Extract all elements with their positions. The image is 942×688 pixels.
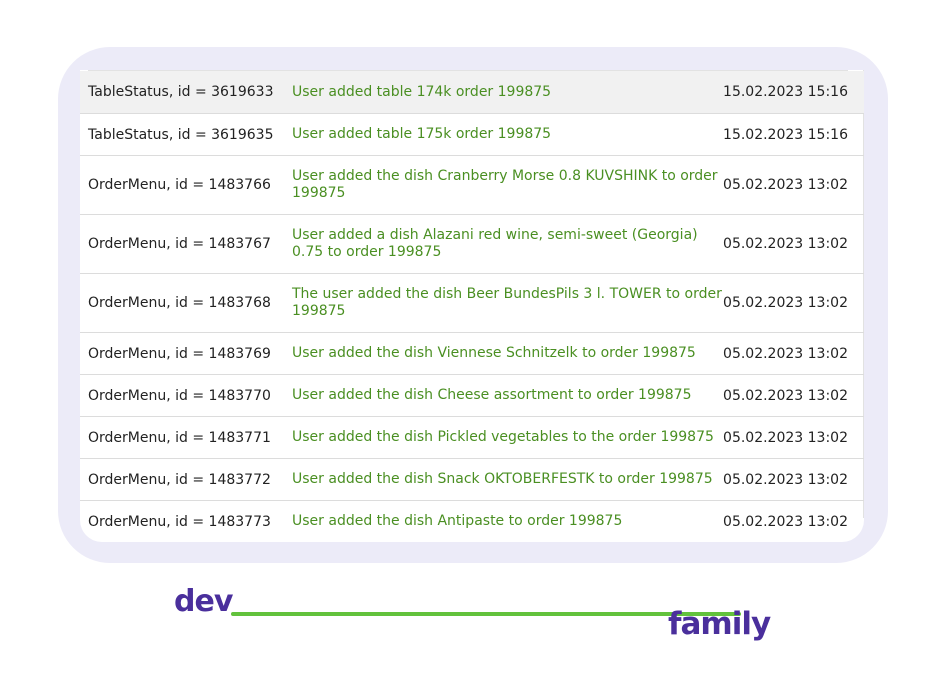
message-cell: User added table 175k order 199875 [292, 126, 552, 142]
table-row[interactable]: OrderMenu, id = 1483766 User added the d… [80, 156, 864, 215]
message-cell: User added the dish Antipaste to order 1… [292, 513, 623, 529]
table-row[interactable]: OrderMenu, id = 1483771 User added the d… [80, 417, 864, 459]
date-cell: 05.02.2023 13:02 [723, 471, 848, 488]
date-cell: 05.02.2023 13:02 [723, 295, 848, 311]
message-cell: The user added the dish Beer BundesPils … [292, 286, 722, 319]
table-right-border [863, 70, 864, 518]
message-cell: User added the dish Pickled vegetables t… [292, 429, 714, 445]
entity-cell: OrderMenu, id = 1483770 [88, 387, 271, 404]
table-row[interactable]: OrderMenu, id = 1483768 The user added t… [80, 274, 864, 333]
message-cell: User added the dish Cheese assortment to… [292, 387, 692, 403]
brand-logo-line [231, 612, 741, 616]
date-cell: 05.02.2023 13:02 [723, 177, 848, 193]
date-cell: 05.02.2023 13:02 [723, 236, 848, 252]
message-cell: User added the dish Snack OKTOBERFESTK t… [292, 471, 713, 487]
message-cell: User added a dish Alazani red wine, semi… [292, 227, 698, 260]
entity-cell: OrderMenu, id = 1483773 [88, 513, 271, 530]
table-row[interactable]: TableStatus, id = 3619633 User added tab… [80, 71, 864, 114]
brand-logo-family: family [668, 606, 771, 642]
date-cell: 05.02.2023 13:02 [723, 513, 848, 530]
entity-cell: OrderMenu, id = 1483768 [88, 295, 271, 311]
activity-log-table: TableStatus, id = 3619633 User added tab… [80, 70, 864, 542]
date-cell: 15.02.2023 15:16 [723, 126, 848, 143]
date-cell: 05.02.2023 13:02 [723, 387, 848, 404]
message-cell: User added table 174k order 199875 [292, 83, 552, 100]
message-cell: User added the dish Cranberry Morse 0.8 … [292, 168, 718, 201]
table-row[interactable]: OrderMenu, id = 1483770 User added the d… [80, 375, 864, 417]
entity-cell: OrderMenu, id = 1483766 [88, 177, 271, 193]
entity-cell: TableStatus, id = 3619635 [88, 126, 274, 143]
table-row[interactable]: OrderMenu, id = 1483773 User added the d… [80, 501, 864, 542]
table-row[interactable]: TableStatus, id = 3619635 User added tab… [80, 114, 864, 156]
entity-cell: TableStatus, id = 3619633 [88, 84, 274, 100]
message-cell: User added the dish Viennese Schnitzelk … [292, 345, 696, 361]
entity-cell: OrderMenu, id = 1483767 [88, 236, 271, 252]
entity-cell: OrderMenu, id = 1483771 [88, 429, 271, 446]
table-top-border [88, 70, 848, 71]
date-cell: 05.02.2023 13:02 [723, 345, 848, 362]
table-row[interactable]: OrderMenu, id = 1483767 User added a dis… [80, 215, 864, 274]
table-row[interactable]: OrderMenu, id = 1483772 User added the d… [80, 459, 864, 501]
date-cell: 15.02.2023 15:16 [723, 84, 848, 100]
date-cell: 05.02.2023 13:02 [723, 429, 848, 446]
entity-cell: OrderMenu, id = 1483769 [88, 345, 271, 362]
table-row[interactable]: OrderMenu, id = 1483769 User added the d… [80, 333, 864, 375]
entity-cell: OrderMenu, id = 1483772 [88, 471, 271, 488]
brand-logo-dev: dev [174, 584, 233, 619]
